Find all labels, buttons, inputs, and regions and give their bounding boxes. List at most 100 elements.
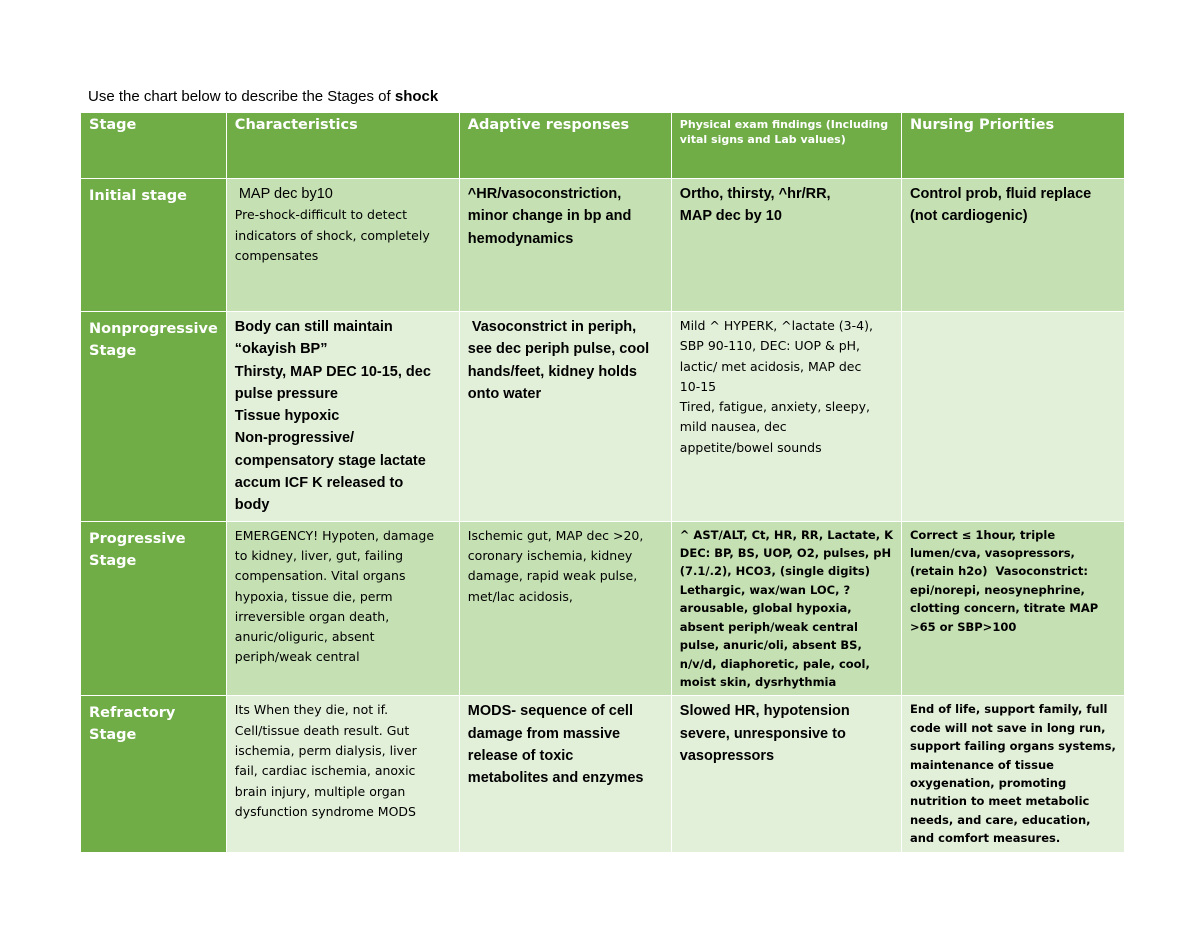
cell-line: nutrition to meet metabolic	[909, 794, 1090, 809]
cell-line: “okayish BP”	[234, 341, 328, 358]
cell-line: (retain h2o) Vasoconstrict:	[909, 564, 1089, 579]
stage-cell: Refractory Stage	[80, 695, 227, 853]
cell-line: Pre-shock-difficult to detect	[234, 207, 408, 223]
stages-table: Stage Characteristics Adaptive responses Ph…	[80, 112, 1125, 853]
table-cell: MAP dec by10 Pre-shock-difficult to detec…	[225, 178, 460, 312]
cell-line: vasopressors	[679, 747, 775, 764]
cell-line: Slowed HR, hypotension	[679, 703, 850, 720]
header-cell: Stage	[80, 112, 227, 179]
cell-line: EMERGENCY! Hypoten, damage	[234, 527, 435, 543]
cell-line: compensates	[234, 247, 319, 263]
title: Use the chart below to describe the Stag…	[88, 88, 438, 105]
table-cell: Mild ^ HYPERK, ^lactate (3-4), SBP 90-110…	[670, 311, 902, 522]
cell-line: >65 or SBP>100	[909, 619, 1017, 634]
cell-line: compensation. Vital organs	[234, 568, 406, 584]
cell-line: to kidney, liver, gut, failing	[234, 547, 404, 563]
cell-line: moist skin, dysrhythmia	[679, 674, 837, 689]
cell-line: lumen/cva, vasopressors,	[909, 546, 1075, 561]
cell-line: brain injury, multiple organ	[234, 783, 406, 799]
header-cell: Physical exam findings (Including vital …	[670, 112, 902, 179]
cell-line: ^ AST/ALT, Ct, HR, RR, Lactate, K	[679, 527, 893, 542]
table-cell: MODS- sequence of cell damage from massiv…	[458, 695, 672, 853]
cell-line: irreversible organ death,	[234, 608, 390, 624]
cell-line: anuric/oliguric, absent	[234, 629, 375, 645]
cell-line: damage from massive	[467, 725, 621, 742]
cell-line: DEC: BP, BS, UOP, O2, pulses, pH	[679, 546, 892, 561]
cell-line: Stage	[89, 727, 137, 744]
table-cell: ^HR/vasoconstriction, minor change in bp …	[458, 178, 672, 312]
cell-line: epi/norepi, neosynephrine,	[909, 582, 1085, 597]
table-cell: Slowed HR, hypotension severe, unresponsi…	[670, 695, 902, 853]
cell-line: metabolites and enzymes	[467, 770, 644, 787]
cell-line: pulse pressure	[234, 385, 338, 402]
cell-line: Mild ^ HYPERK, ^lactate (3-4),	[679, 318, 873, 333]
cell-line: Vasoconstrict in periph,	[467, 319, 637, 335]
cell-line: Thirsty, MAP DEC 10-15, dec	[234, 363, 431, 380]
cell-line: pulse, anuric/oli, absent BS,	[679, 638, 862, 653]
cell-line: periph/weak central	[234, 649, 360, 665]
cell-line: Non-progressive/	[234, 430, 355, 447]
cell-line: MODS- sequence of cell	[467, 703, 633, 720]
stage-cell: Nonprogressive Stage	[80, 311, 227, 522]
cell-line: Correct ≤ 1hour, triple	[909, 527, 1056, 542]
cell-line: n/v/d, diaphoretic, pale, cool,	[679, 656, 870, 671]
cell-line: Tired, fatigue, anxiety, sleepy,	[679, 399, 870, 415]
table-cell: ^ AST/ALT, Ct, HR, RR, Lactate, K DEC: BP…	[670, 520, 902, 697]
cell-line: maintenance of tissue	[909, 757, 1054, 772]
table-cell: Control prob, fluid replace (not cardioge…	[900, 178, 1125, 312]
stage-cell: Progressive Stage	[80, 520, 227, 697]
stage-cell: Initial stage	[80, 178, 227, 312]
table-row: Refractory Stage Its When they die, not if…	[80, 695, 1125, 853]
header-row: Stage Characteristics Adaptive responses Ph…	[80, 112, 1125, 179]
table-cell: Body can still maintain “okayish BP” Thirs…	[225, 311, 460, 522]
header-cell: Characteristics	[225, 112, 460, 179]
cell-line: Control prob, fluid replace	[909, 186, 1092, 202]
cell-line: (not cardiogenic)	[909, 208, 1028, 225]
cell-line: MAP dec by 10	[679, 208, 782, 225]
cell-line: SBP 90-110, DEC: UOP & pH,	[679, 338, 861, 354]
cell-line: hypoxia, tissue die, perm	[234, 588, 393, 604]
cell-line: see dec periph pulse, cool	[467, 341, 650, 358]
cell-line: minor change in bp and	[467, 208, 632, 225]
table-row: Nonprogressive Stage Body can still mainta…	[80, 311, 1125, 522]
table-cell	[900, 311, 1125, 522]
cell-line: Nonprogressive	[89, 321, 218, 337]
cell-line: accum ICF K released to	[234, 475, 404, 492]
header-cell: Adaptive responses	[458, 112, 672, 179]
cell-line: and comfort measures.	[909, 831, 1061, 846]
table-cell: End of life, support family, full code wi…	[900, 695, 1125, 853]
cell-line: absent periph/weak central	[679, 619, 858, 634]
cell-line: Initial stage	[89, 188, 187, 204]
cell-line: Stage	[89, 343, 137, 359]
cell-line: damage, rapid weak pulse,	[467, 568, 638, 584]
cell-line: lactic/ met acidosis, MAP dec	[679, 358, 862, 374]
table-row: Initial stage MAP dec by10 Pre-shock-diff…	[80, 178, 1125, 312]
cell-line: arousable, global hypoxia,	[679, 601, 852, 616]
table-cell: Correct ≤ 1hour, triple lumen/cva, vasopr…	[900, 520, 1125, 697]
cell-line: appetite/bowel sounds	[679, 439, 822, 455]
cell-line: ^HR/vasoconstriction,	[467, 186, 622, 202]
cell-line: Tissue hypoxic	[234, 408, 340, 425]
cell-line: Cell/tissue death result. Gut	[234, 722, 410, 738]
cell-line: Lethargic, wax/wan LOC, ?	[679, 582, 851, 597]
cell-line: indicators of shock, completely	[234, 227, 430, 243]
cell-line: needs, and care, education,	[909, 812, 1091, 827]
table-cell: Ischemic gut, MAP dec >20, coronary ische…	[458, 520, 672, 697]
cell-line: (7.1/.2), HCO3, (single digits)	[679, 564, 870, 579]
cell-line: Progressive	[89, 530, 186, 547]
cell-line: 10-15	[679, 378, 717, 394]
table-cell: Vasoconstrict in periph, see dec periph p…	[458, 311, 672, 522]
cell-line: code will not save in long run,	[909, 720, 1106, 735]
cell-line: Ortho, thirsty, ^hr/RR,	[679, 186, 831, 202]
cell-line: oxygenation, promoting	[909, 775, 1067, 790]
cell-line: release of toxic	[467, 747, 574, 764]
cell-line: mild nausea, dec	[679, 419, 787, 435]
cell-line: Its When they die, not if.	[234, 702, 389, 718]
header-cell: Nursing Priorities	[900, 112, 1125, 179]
cell-line: body	[234, 497, 270, 514]
table-row: Progressive Stage EMERGENCY! Hypoten, dama…	[80, 520, 1125, 697]
cell-line: End of life, support family, full	[909, 702, 1108, 717]
cell-line: compensatory stage lactate	[234, 452, 426, 469]
table-cell: Ortho, thirsty, ^hr/RR, MAP dec by 10	[670, 178, 902, 312]
